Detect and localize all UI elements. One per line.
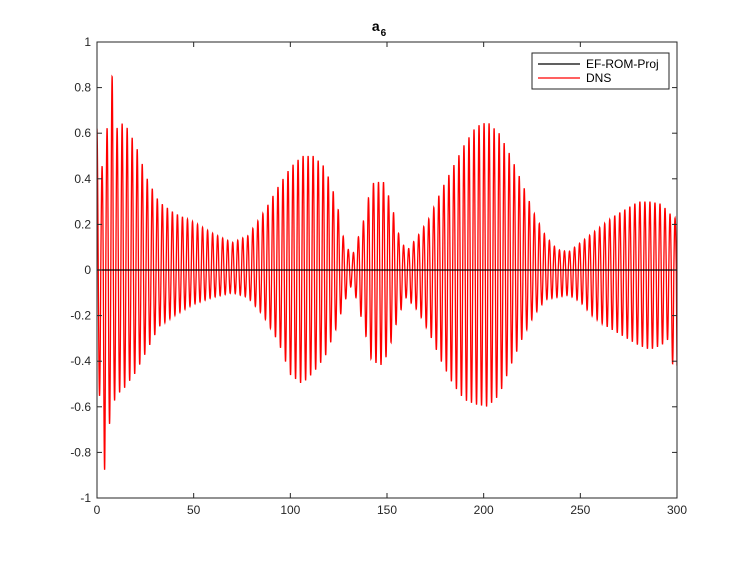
legend-entry: EF-ROM-Proj (586, 57, 659, 71)
chart-title-main: a (372, 18, 380, 34)
x-tick-label: 150 (377, 503, 397, 517)
x-tick-label: 250 (570, 503, 590, 517)
axes: 0 50 100 150 200 250 300 -1 -0.8 -0.6 -0.4 -0.2 0 0.2… (70, 35, 687, 517)
y-tick-label: -0.2 (70, 309, 91, 323)
plot-area (97, 42, 677, 498)
legend-box (531, 52, 670, 90)
y-tick-label: 0 (84, 263, 91, 277)
series-line-dns (97, 74, 677, 470)
chart-title: a6 (372, 18, 387, 39)
x-tick-label: 50 (187, 503, 201, 517)
x-tick-label: 0 (94, 503, 101, 517)
y-tick-label: -0.4 (70, 354, 91, 368)
y-tick-label: 1 (84, 35, 91, 49)
chart-title-subscript: 6 (381, 28, 387, 39)
y-tick-label: 0.4 (74, 172, 91, 186)
x-tick-label: 100 (280, 503, 300, 517)
x-tick-label: 300 (667, 503, 687, 517)
y-tick-label: 0.8 (74, 81, 91, 95)
y-tick-label: -0.8 (70, 445, 91, 459)
y-tick-label: -1 (80, 491, 91, 505)
legend-entry: DNS (586, 71, 611, 85)
y-tick-label: -0.6 (70, 400, 91, 414)
x-tick-label: 200 (474, 503, 494, 517)
y-tick-label: 0.2 (74, 217, 91, 231)
y-tick-label: 0.6 (74, 126, 91, 140)
